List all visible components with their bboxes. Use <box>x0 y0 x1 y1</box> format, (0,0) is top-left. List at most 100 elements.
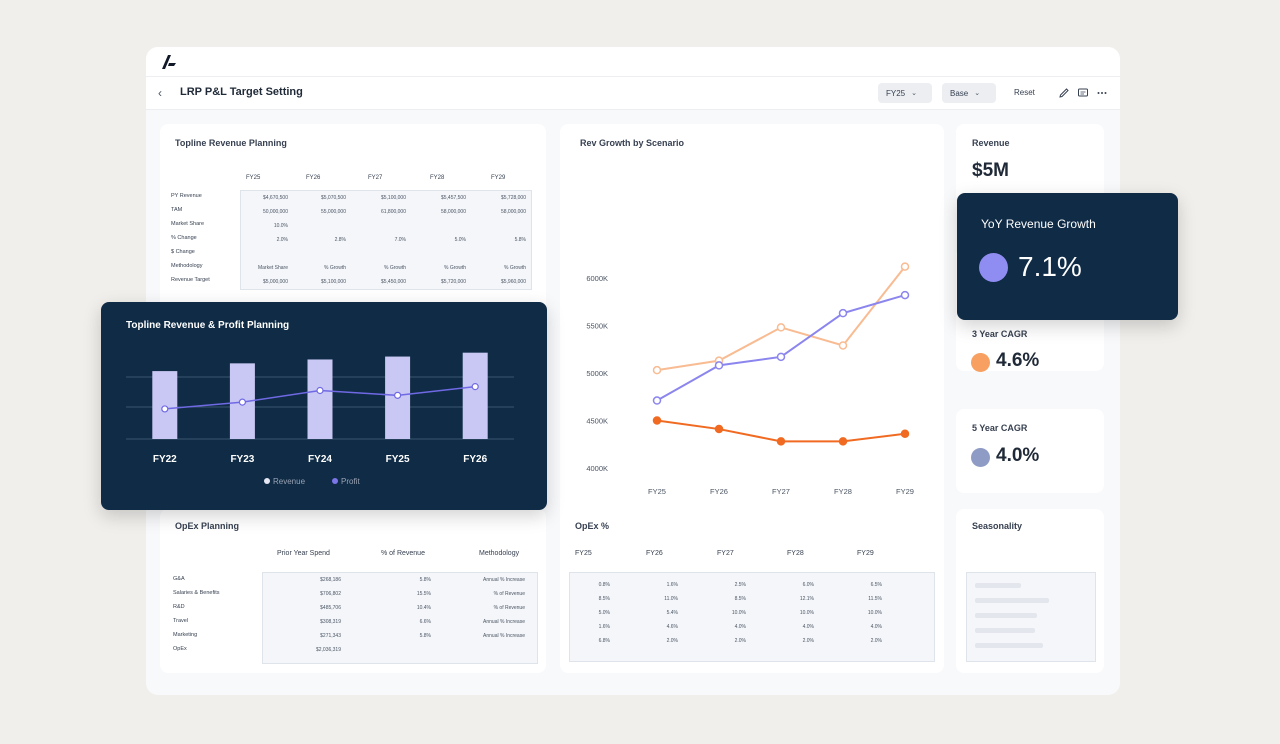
cagr5-label: 5 Year CAGR <box>972 423 1028 433</box>
table-cell[interactable]: 61,800,000 <box>380 209 406 215</box>
table-cell[interactable]: $706,802 <box>320 591 341 597</box>
x-tick-label: FY25 <box>648 487 666 496</box>
table-cell[interactable]: 10.0% <box>867 610 882 616</box>
y-tick-label: 4500K <box>586 417 608 426</box>
topline-row-label: % Change <box>171 235 197 241</box>
data-point <box>776 323 786 332</box>
table-cell[interactable]: 50,000,000 <box>262 209 288 215</box>
table-cell[interactable]: 6.0% <box>802 582 814 588</box>
table-cell[interactable]: % Growth <box>384 265 406 271</box>
table-cell[interactable]: 6.8% <box>598 638 610 644</box>
more-icon[interactable] <box>1096 87 1108 99</box>
table-cell[interactable]: 1.6% <box>598 624 610 630</box>
table-cell[interactable]: 58,000,000 <box>500 209 526 215</box>
table-cell[interactable]: 8.5% <box>598 596 610 602</box>
table-cell[interactable]: $5,100,000 <box>380 195 406 201</box>
table-cell[interactable]: $5,457,500 <box>440 195 466 201</box>
table-cell[interactable]: 4.0% <box>870 624 882 630</box>
rev-growth-card: Rev Growth by Scenario 6000K 5500K 5000K 45… <box>560 124 944 540</box>
opex-pct-col: FY26 <box>646 550 663 557</box>
pencil-icon[interactable] <box>1058 87 1070 99</box>
cagr3-label: 3 Year CAGR <box>972 329 1028 339</box>
table-cell[interactable]: $5,100,000 <box>320 279 346 285</box>
table-cell[interactable]: 10.0% <box>799 610 814 616</box>
table-cell[interactable]: % Growth <box>444 265 466 271</box>
table-cell[interactable]: $5,720,000 <box>440 279 466 285</box>
table-cell[interactable]: 5.8% <box>514 237 526 243</box>
table-cell[interactable]: $271,343 <box>320 633 341 639</box>
seasonality-title: Seasonality <box>972 521 1023 531</box>
table-cell[interactable]: 2.0% <box>276 237 288 243</box>
table-cell[interactable]: 5.4% <box>666 610 678 616</box>
table-cell[interactable]: % of Revenue <box>493 605 525 611</box>
scenario-dropdown[interactable]: Base ⌄ <box>942 83 996 103</box>
table-cell[interactable]: 11.0% <box>664 596 678 602</box>
table-cell[interactable]: 0.8% <box>598 582 610 588</box>
table-cell[interactable]: 2.0% <box>870 638 882 644</box>
seasonality-placeholder <box>966 572 1096 662</box>
table-cell[interactable]: 1.6% <box>666 582 678 588</box>
table-cell[interactable]: $5,960,000 <box>500 279 526 285</box>
reset-button[interactable]: Reset <box>1014 88 1035 97</box>
table-cell[interactable]: 2.0% <box>666 638 678 644</box>
table-cell[interactable]: % Growth <box>504 265 526 271</box>
table-cell[interactable]: 2.5% <box>734 582 746 588</box>
table-cell[interactable]: Annual % Increase <box>483 619 525 625</box>
table-cell[interactable]: 10.0% <box>273 223 288 229</box>
table-cell[interactable]: 4.0% <box>802 624 814 630</box>
table-cell[interactable]: $308,319 <box>320 619 341 625</box>
table-cell[interactable]: 8.5% <box>734 596 746 602</box>
table-cell[interactable]: 12.1% <box>799 596 814 602</box>
table-cell[interactable]: 2.0% <box>802 638 814 644</box>
opex-row-label: G&A <box>173 576 185 582</box>
chevron-down-icon: ⌄ <box>911 90 917 97</box>
table-cell[interactable]: 6.6% <box>419 619 431 625</box>
table-cell[interactable]: 4.0% <box>734 624 746 630</box>
table-cell[interactable]: Annual % Increase <box>483 577 525 583</box>
opex-pct-col: FY29 <box>857 550 874 557</box>
table-cell[interactable]: % Growth <box>324 265 346 271</box>
table-cell[interactable]: Market Share <box>257 265 288 271</box>
table-cell[interactable]: 15.5% <box>416 591 431 597</box>
data-point <box>900 262 910 271</box>
table-cell[interactable]: 55,000,000 <box>320 209 346 215</box>
table-cell[interactable]: $5,000,000 <box>262 279 288 285</box>
table-cell[interactable]: $2,036,319 <box>315 647 341 653</box>
yoy-label: YoY Revenue Growth <box>981 217 1096 231</box>
opex-pct-card: OpEx % FY25 FY26 FY27 FY28 FY29 0.8% 1.6… <box>560 509 944 673</box>
profit-point <box>316 386 324 395</box>
rev-growth-title: Rev Growth by Scenario <box>580 138 685 148</box>
table-cell[interactable]: $268,186 <box>320 577 341 583</box>
year-dropdown[interactable]: FY25 ⌄ <box>878 83 932 103</box>
logo-icon[interactable] <box>160 54 178 70</box>
table-cell[interactable]: $5,070,500 <box>320 195 346 201</box>
table-cell[interactable]: $4,670,500 <box>262 195 288 201</box>
year-dropdown-value: FY25 <box>886 88 906 98</box>
table-cell[interactable]: 5.0% <box>598 610 610 616</box>
table-cell[interactable]: 5.8% <box>419 633 431 639</box>
table-cell[interactable]: 5.8% <box>419 577 431 583</box>
table-cell[interactable]: 2.8% <box>334 237 346 243</box>
table-cell[interactable]: 7.0% <box>394 237 406 243</box>
profit-point <box>394 391 402 399</box>
opex-pct-title: OpEx % <box>575 521 610 531</box>
table-cell[interactable]: $5,450,000 <box>380 279 406 285</box>
opex-pct-col: FY27 <box>717 550 734 557</box>
table-cell[interactable]: 6.5% <box>870 582 882 588</box>
table-cell[interactable]: 2.0% <box>734 638 746 644</box>
table-cell[interactable]: 11.5% <box>868 596 882 602</box>
table-cell[interactable]: 10.0% <box>731 610 746 616</box>
table-cell[interactable]: 4.6% <box>666 624 678 630</box>
table-cell[interactable]: $5,728,000 <box>500 195 526 201</box>
back-button[interactable]: ‹ <box>158 86 162 100</box>
comment-icon[interactable] <box>1077 87 1089 99</box>
table-cell[interactable]: % of Revenue <box>493 591 525 597</box>
opex-row-label: Marketing <box>173 632 198 638</box>
table-cell[interactable]: 58,000,000 <box>440 209 466 215</box>
topline-table: $4,670,500 $5,070,500 $5,100,000 $5,457,… <box>240 190 532 290</box>
table-cell[interactable]: $485,706 <box>320 605 341 611</box>
table-cell[interactable]: Annual % Increase <box>483 633 525 639</box>
table-cell[interactable]: 10.4% <box>416 605 431 611</box>
table-cell[interactable]: 5.0% <box>454 237 466 243</box>
topline-col-fy28: FY28 <box>430 175 445 181</box>
